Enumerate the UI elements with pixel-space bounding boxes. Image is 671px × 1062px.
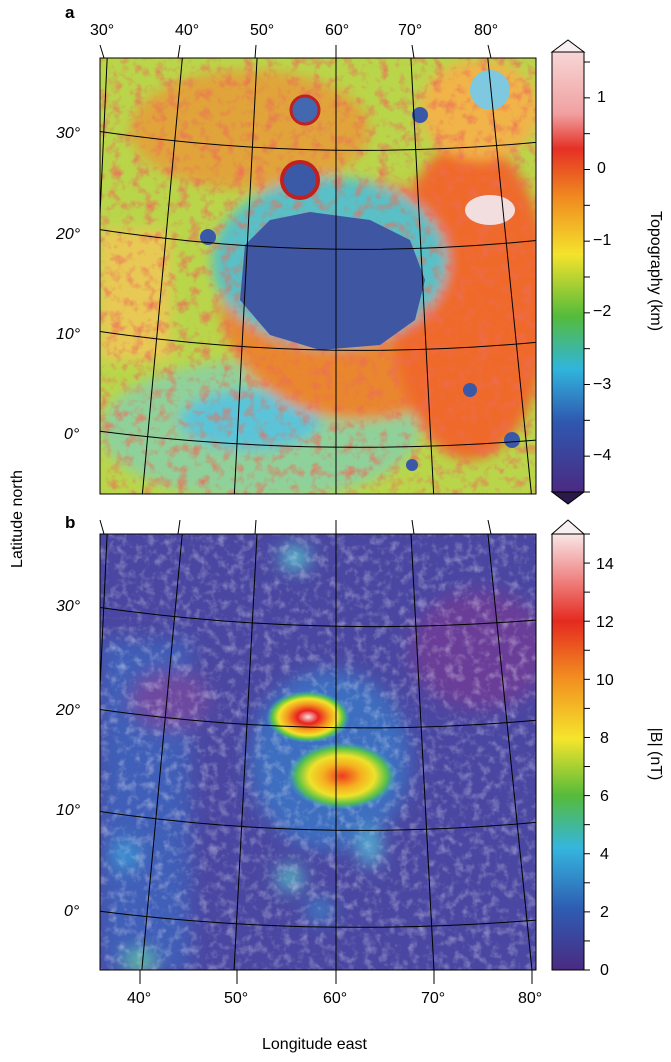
b-tick-8: 8 <box>600 730 609 747</box>
lat-label-a-20: 20° <box>56 226 81 243</box>
lat-label-a-30: 30° <box>56 125 81 142</box>
magnetic-field-colorbar-title: |B| (nT) <box>647 727 664 781</box>
topo-tick-0: 0 <box>597 160 606 177</box>
topo-tick-1: 1 <box>597 89 606 106</box>
y-axis-title: Latitude north <box>9 470 26 568</box>
b-tick-0: 0 <box>600 962 609 979</box>
lon-label-top-60: 60° <box>325 22 350 39</box>
b-tick-6: 6 <box>600 788 609 805</box>
lon-label-top-40: 40° <box>175 22 200 39</box>
b-tick-12: 12 <box>596 614 614 631</box>
lon-label-top-70: 70° <box>398 22 423 39</box>
topo-tick-minus3: −3 <box>593 376 612 393</box>
lon-label-top-30: 30° <box>90 22 115 39</box>
topo-tick-minus2: −2 <box>593 303 612 320</box>
topo-tick-minus1: −1 <box>593 232 612 249</box>
panel-a-letter: a <box>65 3 75 22</box>
b-tick-14: 14 <box>596 556 614 573</box>
lat-label-a-0: 0° <box>64 426 80 443</box>
b-tick-10: 10 <box>596 672 614 689</box>
lon-label-bottom-40: 40° <box>127 990 152 1007</box>
lon-label-bottom-70: 70° <box>421 990 446 1007</box>
lat-label-b-30: 30° <box>56 598 81 615</box>
lon-label-bottom-60: 60° <box>323 990 348 1007</box>
lat-label-b-0: 0° <box>64 903 80 920</box>
lat-label-a-10: 10° <box>56 326 81 343</box>
lon-label-top-80: 80° <box>474 22 499 39</box>
lon-label-top-50: 50° <box>250 22 275 39</box>
topo-tick-minus4: −4 <box>593 447 612 464</box>
x-axis-title: Longitude east <box>262 1036 367 1053</box>
lat-label-b-20: 20° <box>56 702 81 719</box>
lon-label-bottom-80: 80° <box>518 990 543 1007</box>
panel-b-letter: b <box>65 513 76 532</box>
b-tick-4: 4 <box>600 846 609 863</box>
lon-label-bottom-50: 50° <box>224 990 249 1007</box>
lat-label-b-10: 10° <box>56 802 81 819</box>
b-tick-2: 2 <box>600 904 609 921</box>
